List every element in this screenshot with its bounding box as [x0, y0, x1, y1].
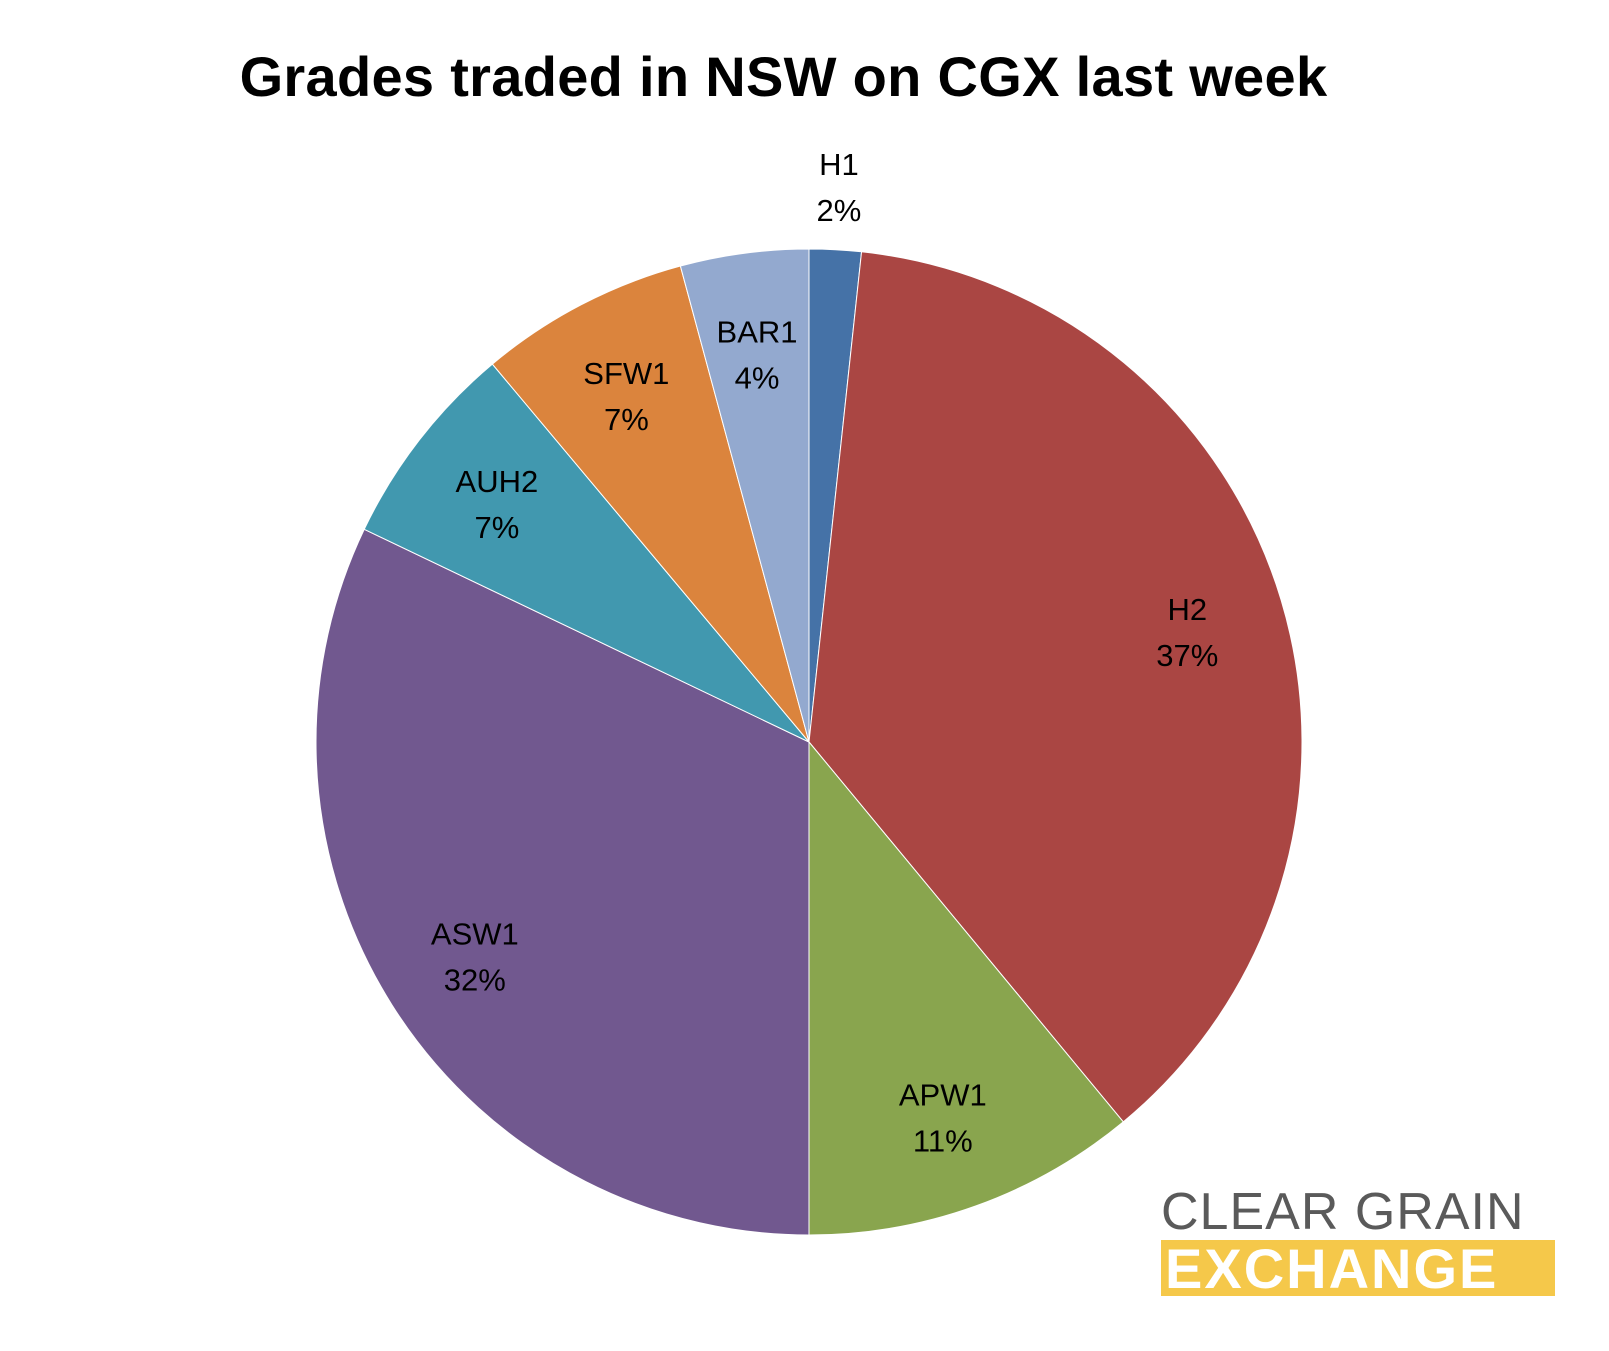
- pie-slice-h2: [808, 251, 1303, 1123]
- slice-label-asw1: ASW1: [431, 917, 519, 952]
- slice-value-apw1: 11%: [913, 1124, 973, 1159]
- pie-slice-asw1: [315, 528, 810, 1236]
- pie-slice-bar1: [679, 248, 810, 743]
- slice-label-h1: H1: [819, 147, 859, 182]
- pie-slice-apw1: [808, 740, 1124, 1236]
- slice-value-sfw1: 7%: [604, 402, 649, 437]
- chart-title: Grades traded in NSW on CGX last week: [239, 45, 1328, 108]
- logo-band: EXCHANGE: [1161, 1237, 1555, 1300]
- slice-value-auh2: 7%: [474, 510, 519, 545]
- logo-text-line1: CLEAR GRAIN: [1161, 1183, 1525, 1241]
- pie-slice-auh2: [363, 363, 810, 743]
- slice-value-h2: 37%: [1156, 638, 1218, 673]
- slice-label-h2: H2: [1167, 592, 1207, 627]
- slice-label-bar1: BAR1: [717, 314, 798, 349]
- slice-value-asw1: 32%: [444, 963, 506, 998]
- slice-value-bar1: 4%: [735, 360, 780, 395]
- pie-slice-sfw1: [491, 265, 810, 743]
- slice-label-auh2: AUH2: [456, 464, 539, 499]
- logo-text-line2: EXCHANGE: [1165, 1237, 1499, 1300]
- clear-grain-exchange-logo: CLEAR GRAIN EXCHANGE: [1161, 1183, 1559, 1300]
- slice-label-apw1: APW1: [899, 1078, 987, 1113]
- slice-value-h1: 2%: [816, 193, 861, 228]
- slice-label-sfw1: SFW1: [583, 356, 669, 391]
